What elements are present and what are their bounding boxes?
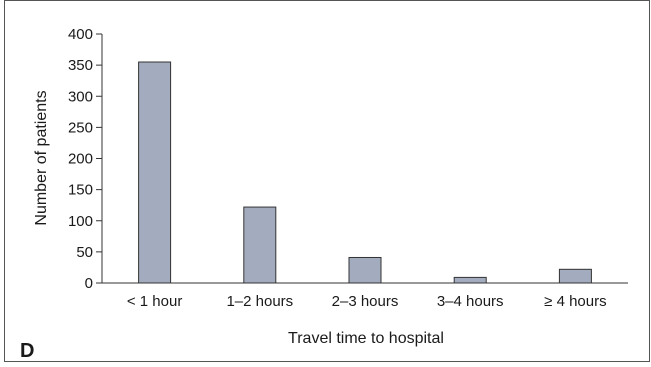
- y-tick-label: 300: [68, 88, 93, 105]
- bar: [243, 206, 277, 284]
- y-tick-label: 400: [68, 26, 93, 43]
- x-axis-title: Travel time to hospital: [288, 330, 444, 347]
- y-tick-label: 0: [85, 275, 93, 292]
- y-tick-label: 150: [68, 182, 93, 199]
- bar: [138, 61, 172, 284]
- y-tick-label: 250: [68, 119, 93, 136]
- y-tick-label: 200: [68, 151, 93, 168]
- x-tick-label: < 1 hour: [127, 293, 182, 310]
- bar: [558, 268, 592, 284]
- x-tick-label: 1–2 hours: [226, 293, 293, 310]
- x-tick-label: ≥ 4 hours: [544, 293, 606, 310]
- plot-area: 0 50 100 150 200 250 300 350 400 < 1 hour 1–2 hour…: [68, 26, 628, 310]
- panel-label: D: [20, 340, 34, 362]
- y-axis-title: Number of patients: [33, 90, 50, 225]
- y-tick-label: 350: [68, 57, 93, 74]
- bar: [348, 256, 382, 284]
- x-tick-label: 3–4 hours: [437, 293, 504, 310]
- y-tick-label: 50: [76, 244, 93, 261]
- x-tick-label: 2–3 hours: [332, 293, 399, 310]
- y-tick-label: 100: [68, 213, 93, 230]
- bar: [453, 276, 487, 284]
